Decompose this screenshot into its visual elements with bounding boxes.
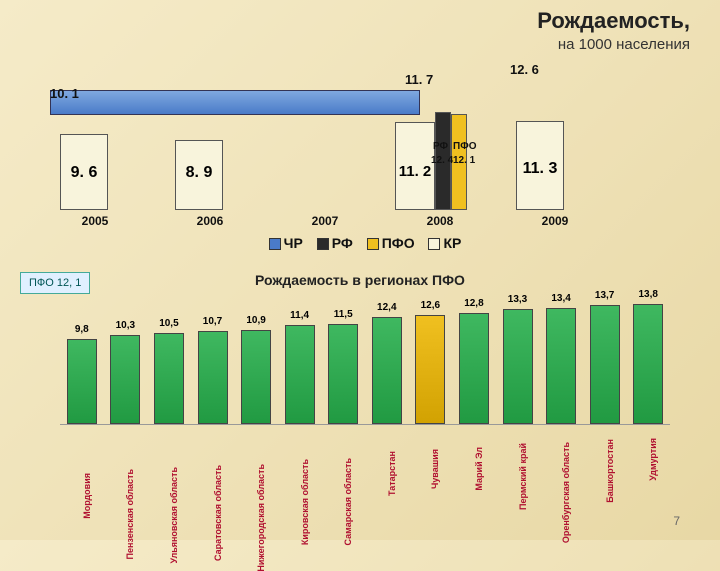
legend-label: ЧР [284,235,303,251]
page-number: 7 [673,514,680,528]
year-label: 2006 [165,214,255,228]
region-name: Башкортостан [605,439,615,503]
region-name: Оренбургская область [561,442,571,543]
region-value: 12,4 [373,302,401,313]
bottom-chart-title: Рождаемость в регионах ПФО [0,272,720,288]
region-col: 13,8Удмуртия [633,304,663,424]
region-bar: 13,4 [546,308,576,424]
year-label: 2005 [50,214,140,228]
legend-label: ПФО [382,235,415,251]
year-label: 2008 [395,214,485,228]
region-name: Удмуртия [648,438,658,481]
legend-box-pfo [367,238,379,250]
kr-value-2006: 8. 9 [175,164,223,182]
upper-value-2008: 11. 7 [405,72,433,87]
year-group-2008: 11. 7 11. 2 РФ ПФО 12. 4 12. 1 2008 [395,90,485,210]
region-value: 13,4 [547,293,575,304]
region-bar: 13,7 [590,305,620,424]
region-name: Пермский край [518,443,528,510]
kr-value-2008: 11. 2 [395,163,435,180]
legend-label: РФ [332,235,353,251]
region-col: 10,7Саратовская область [198,331,228,424]
region-bar: 10,5 [154,333,184,424]
year-group-2009: 12. 6 11. 3 2009 [510,90,600,210]
pfo-val: 12. 1 [453,156,475,166]
region-col: 12,4Татарстан [372,317,402,424]
region-col: 10,9Нижегородская область [241,330,271,424]
kr-value-2009: 11. 3 [516,160,564,178]
top-legend: ЧР РФ ПФО КР [0,235,720,251]
region-value: 13,7 [591,290,619,301]
region-name: Марий Эл [474,447,484,491]
region-bar: 12,8 [459,313,489,424]
year-group-2005: 10. 1 9. 6 2005 [50,90,140,210]
top-chart: 10. 1 9. 6 2005 8. 9 2006 2007 11. 7 11.… [50,60,610,230]
kr-value-2005: 9. 6 [60,164,108,182]
region-name: Чувашия [430,449,440,489]
region-col: 13,3Пермский край [503,309,533,424]
region-col: 13,7Башкортостан [590,305,620,424]
rf-lbl: РФ [433,142,448,152]
region-col: 9,8Мордовия [67,339,97,424]
region-value: 13,8 [634,289,662,300]
region-bar: 12,6 [415,315,445,424]
legend-box-kr [428,238,440,250]
region-bar: 10,3 [110,335,140,424]
region-name: Саратовская область [213,465,223,561]
region-name: Кировская область [300,459,310,545]
legend-label: КР [443,235,461,251]
region-name: Ульяновская область [169,467,179,564]
year-group-2007: 2007 [280,90,370,210]
legend-box-rf [317,238,329,250]
region-col: 12,6Чувашия [415,315,445,424]
year-label: 2009 [510,214,600,228]
region-name: Нижегородская область [256,464,266,571]
region-bar: 11,5 [328,324,358,424]
region-bar: 10,9 [241,330,271,424]
region-value: 9,8 [68,324,96,335]
region-name: Мордовия [82,473,92,519]
region-col: 13,4Оренбургская область [546,308,576,424]
region-value: 10,7 [199,316,227,327]
region-bar: 13,3 [503,309,533,424]
region-bar: 13,8 [633,304,663,424]
region-col: 12,8Марий Эл [459,313,489,424]
region-value: 10,9 [242,315,270,326]
region-value: 10,5 [155,318,183,329]
region-col: 11,4Кировская область [285,325,315,424]
region-value: 11,5 [329,309,357,320]
page-title: Рождаемость, [537,8,690,34]
year-group-2006: 8. 9 2006 [165,90,255,210]
pfo-lbl: ПФО [453,142,477,152]
region-col: 10,3Пензенская область [110,335,140,424]
region-value: 13,3 [504,294,532,305]
page-subtitle: на 1000 населения [537,36,690,53]
region-value: 10,3 [111,320,139,331]
region-value: 12,8 [460,298,488,309]
region-name: Пензенская область [125,469,135,559]
region-value: 11,4 [286,310,314,321]
region-bar: 12,4 [372,317,402,424]
region-name: Самарская область [343,458,353,545]
title-block: Рождаемость, на 1000 населения [537,8,690,53]
year-label: 2007 [280,214,370,228]
rf-val: 12. 4 [431,156,453,166]
region-bar: 11,4 [285,325,315,424]
region-col: 10,5Ульяновская область [154,333,184,424]
region-bar: 10,7 [198,331,228,424]
upper-value-2009: 12. 6 [510,62,539,77]
upper-value-2005: 10. 1 [50,86,79,101]
bottom-chart: 9,8Мордовия 10,3Пензенская область 10,5Уль… [60,295,670,425]
region-name: Татарстан [387,451,397,496]
region-value: 12,6 [416,300,444,311]
legend-box-chr [269,238,281,250]
region-col: 11,5Самарская область [328,324,358,424]
region-bar: 9,8 [67,339,97,424]
